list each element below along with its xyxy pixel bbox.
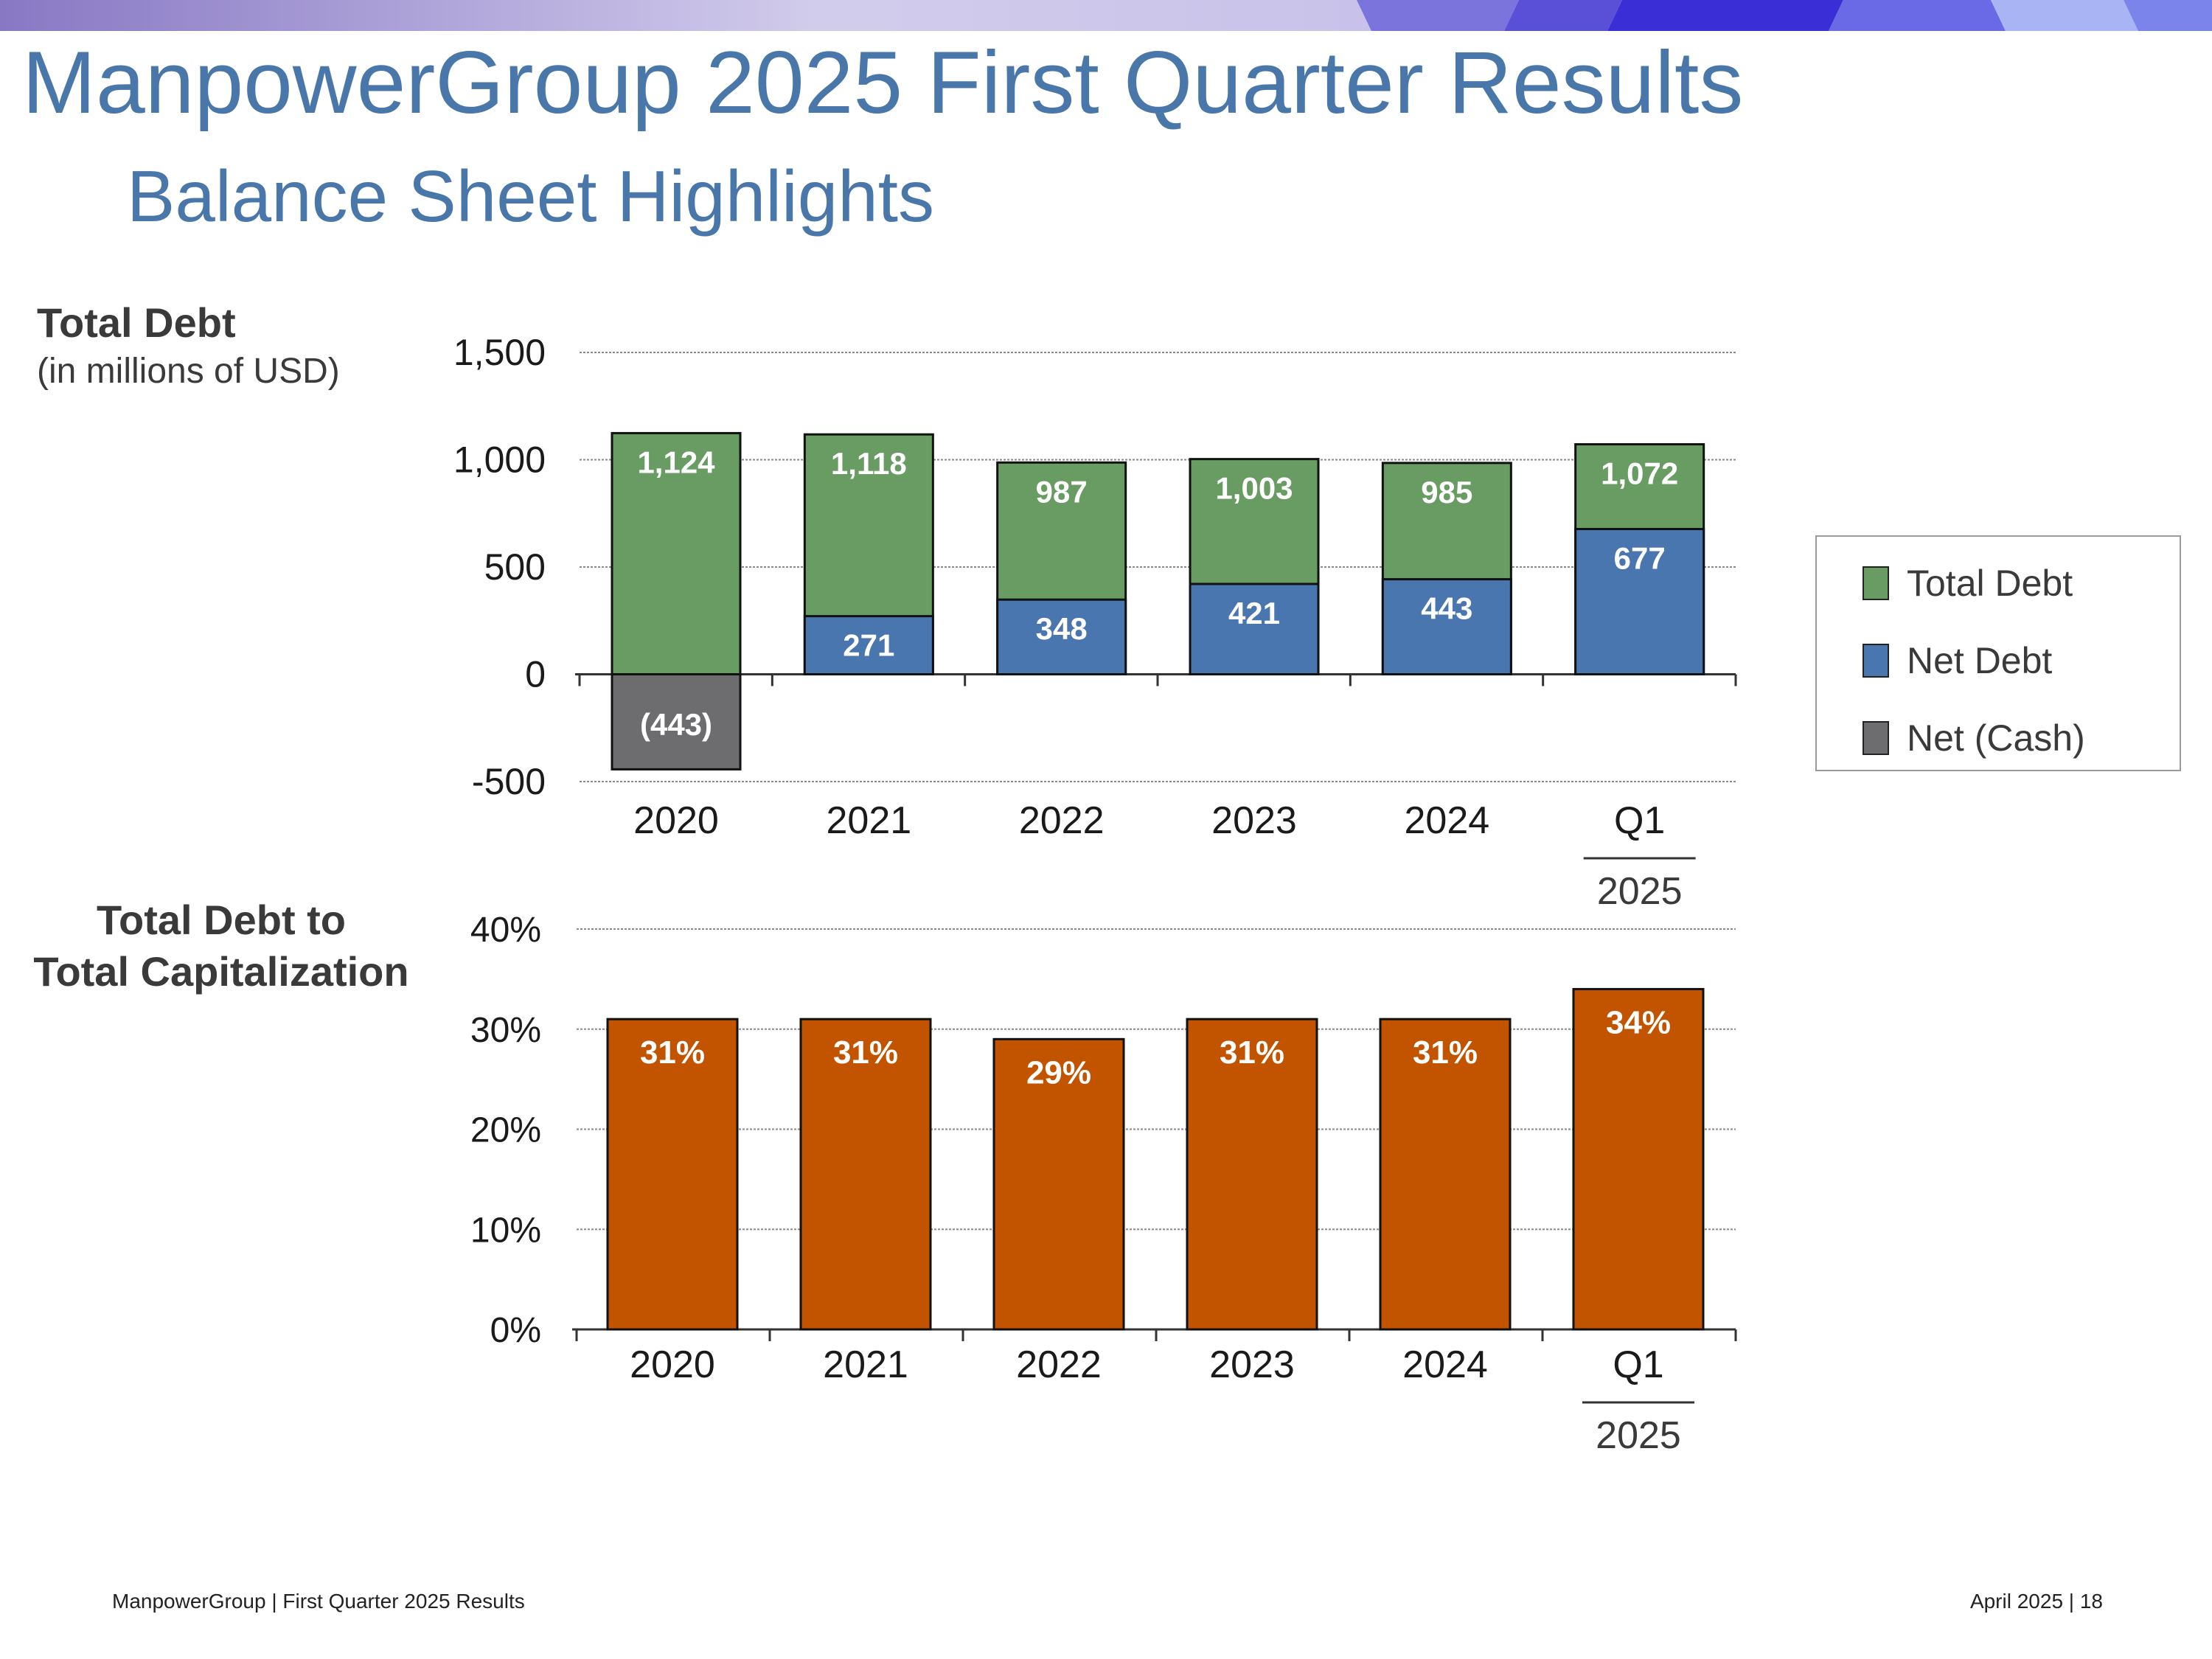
y-tick-label: 40% [470, 911, 541, 950]
bar-total-debt-to-total-capitalization-2023 [1186, 1018, 1318, 1331]
x-category-label: 2022 [1016, 1343, 1102, 1386]
footer-left: ManpowerGroup | First Quarter 2025 Resul… [112, 1590, 525, 1613]
data-label-total-debt: 1,118 [831, 446, 907, 481]
y-tick-label: 10% [470, 1211, 541, 1250]
y-tick-label: 0% [490, 1311, 541, 1350]
y-tick-label: 500 [484, 546, 546, 588]
x-category-label: 2024 [1402, 1343, 1488, 1386]
legend-item-net-debt: Net Debt [1863, 639, 2052, 682]
data-label-total-debt-to-total-capitalization: 34% [1606, 1004, 1671, 1040]
cap-heading-line1: Total Debt to [96, 897, 347, 943]
x-category-label: 2021 [823, 1343, 908, 1386]
legend-label-total-debt: Total Debt [1907, 563, 2073, 604]
bar-net-debt-q1-2025 [1574, 527, 1705, 675]
y-tick-label: 1,500 [453, 332, 546, 373]
bar-net-debt-2021 [803, 615, 934, 675]
bar-total-debt-to-total-capitalization-2024 [1379, 1018, 1512, 1331]
x-category-label: 2024 [1404, 799, 1489, 842]
legend-item-total-debt: Total Debt [1863, 562, 2073, 605]
data-label-net-cash: (443) [640, 707, 712, 742]
data-label-net-debt: 421 [1228, 596, 1280, 630]
bar-net-debt-2023 [1189, 582, 1320, 676]
bar-net-cash-2020 [611, 673, 742, 771]
y-tick-label: -500 [472, 761, 546, 802]
total-debt-heading: Total Debt [37, 299, 236, 346]
footer-right: April 2025 | 18 [1969, 1590, 2103, 1613]
data-label-net-debt: 443 [1421, 591, 1472, 626]
data-label-total-debt: 1,124 [637, 445, 715, 479]
x-category-label: Q1 [1614, 799, 1665, 842]
y-tick-label: 20% [470, 1111, 541, 1150]
top-banner [0, 0, 2212, 31]
x-category-label: 2021 [826, 799, 911, 842]
cap-heading-line2: Total Capitalization [33, 948, 409, 995]
data-label-total-debt: 985 [1421, 475, 1472, 509]
data-label-net-debt: 271 [843, 628, 894, 663]
data-label-total-debt-to-total-capitalization: 31% [833, 1034, 898, 1071]
page-title: ManpowerGroup 2025 First Quarter Results [22, 33, 1744, 132]
y-tick-label: 1,000 [453, 439, 546, 481]
legend-swatch-total-debt [1863, 566, 1889, 600]
chart-legend: Total Debt Net Debt Net (Cash) [1815, 535, 2181, 771]
data-label-net-debt: 677 [1614, 540, 1666, 575]
data-label-net-debt: 348 [1036, 611, 1088, 646]
bar-net-debt-2024 [1381, 578, 1512, 675]
x-category-label: 2020 [633, 799, 719, 842]
data-label-total-debt-to-total-capitalization: 31% [640, 1034, 705, 1071]
bar-net-debt-2022 [996, 598, 1127, 675]
legend-item-net-cash: Net (Cash) [1863, 717, 2085, 759]
legend-label-net-debt: Net Debt [1907, 640, 2053, 681]
bar-total-debt-to-total-capitalization-2021 [799, 1018, 932, 1331]
data-label-total-debt-to-total-capitalization: 31% [1220, 1034, 1284, 1071]
x-category-label: 2022 [1019, 799, 1105, 842]
x-category-label: 2023 [1209, 1343, 1295, 1386]
y-tick-label: 0 [525, 654, 546, 695]
bar-total-debt-to-total-capitalization-2022 [992, 1037, 1125, 1331]
data-label-total-debt-to-total-capitalization: 31% [1413, 1034, 1478, 1071]
x-category-label: 2020 [630, 1343, 715, 1386]
data-label-total-debt: 1,003 [1215, 471, 1293, 506]
legend-swatch-net-debt [1863, 644, 1889, 678]
page-subtitle: Balance Sheet Highlights [127, 156, 935, 237]
data-label-total-debt: 1,072 [1601, 456, 1678, 491]
data-label-total-debt: 987 [1036, 474, 1088, 509]
x-category-sublabel: 2025 [1597, 870, 1683, 913]
total-debt-unit: (in millions of USD) [37, 352, 340, 391]
bar-total-debt-to-total-capitalization-q1-2025 [1572, 987, 1705, 1331]
legend-label-net-cash: Net (Cash) [1907, 717, 2085, 759]
legend-swatch-net-cash [1863, 721, 1889, 755]
x-category-label: 2023 [1211, 799, 1297, 842]
y-tick-label: 30% [470, 1011, 541, 1050]
bar-total-debt-to-total-capitalization-2020 [606, 1018, 739, 1331]
x-category-sublabel: 2025 [1596, 1414, 1681, 1457]
data-label-total-debt-to-total-capitalization: 29% [1026, 1054, 1091, 1091]
x-category-label: Q1 [1613, 1343, 1663, 1386]
